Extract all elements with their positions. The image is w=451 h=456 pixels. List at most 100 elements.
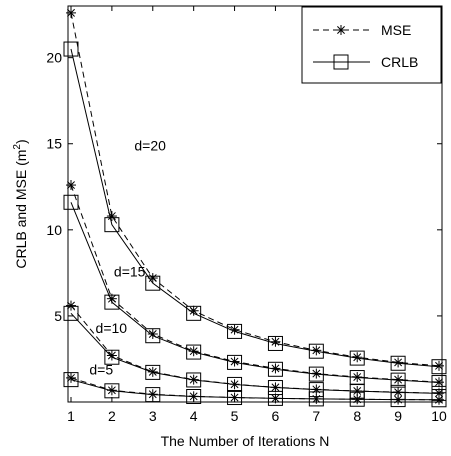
legend: MSE CRLB <box>301 6 442 84</box>
star-marker <box>106 211 117 222</box>
y-axis-label-superscript: 2 <box>12 144 23 150</box>
star-marker <box>352 372 363 383</box>
square-marker <box>63 194 79 210</box>
y-tick-label: 5 <box>54 308 62 324</box>
star-marker-stroke <box>67 373 75 382</box>
series-crlb-d20 <box>63 41 447 375</box>
y-axis-label-close: ) <box>13 139 29 144</box>
star-marker-stroke <box>107 294 116 303</box>
series-line <box>70 379 440 401</box>
square-marker <box>104 217 120 233</box>
series-mse-d15 <box>66 180 444 388</box>
square-marker <box>431 392 447 408</box>
legend-mse-marker <box>336 25 346 35</box>
square-marker <box>308 366 324 382</box>
x-tick-label: 1 <box>67 408 75 424</box>
star-marker <box>66 180 76 191</box>
star-marker-stroke <box>107 212 116 221</box>
square-marker <box>390 355 406 371</box>
ticks-layer: 1 2 3 4 5 6 7 8 9 10 5 10 15 20 <box>46 6 447 424</box>
annotation-d20: d=20 <box>134 138 166 154</box>
square-marker <box>308 343 324 359</box>
square-marker <box>349 350 365 366</box>
star-marker <box>188 346 199 357</box>
annotations-layer: d=20 d=15 d=10 d=5 <box>89 138 166 378</box>
square-marker <box>431 359 447 375</box>
x-tick-label: 3 <box>149 408 157 424</box>
square-marker <box>308 391 324 407</box>
star-marker-stroke <box>230 325 239 334</box>
square-marker <box>63 372 79 388</box>
star-marker-stroke <box>189 306 198 315</box>
square-marker <box>104 349 120 365</box>
y-axis-label: CRLB and MSE (m2) <box>12 139 29 268</box>
square-marker <box>267 361 283 377</box>
series-line <box>70 202 440 384</box>
star-marker-stroke <box>148 330 157 338</box>
star-marker-stroke <box>353 353 362 362</box>
series-line <box>70 48 440 368</box>
star-marker-stroke <box>67 181 75 190</box>
series-mse-d20 <box>66 7 444 371</box>
square-marker <box>186 344 202 360</box>
star-marker <box>66 372 76 383</box>
series-line <box>70 184 440 383</box>
annotation-d15: d=15 <box>114 263 146 279</box>
star-marker-stroke <box>312 346 321 355</box>
y-tick-label: 20 <box>46 50 62 66</box>
star-marker-stroke <box>230 357 239 366</box>
star-marker-stroke <box>394 375 403 384</box>
square-marker <box>267 335 283 351</box>
star-marker-stroke <box>394 358 403 367</box>
y-tick-label: 15 <box>46 136 62 152</box>
square-marker <box>390 392 406 408</box>
square-marker <box>63 305 79 321</box>
square-marker <box>227 390 243 406</box>
x-tick-label: 5 <box>231 408 239 424</box>
series-layer <box>63 7 447 408</box>
annotation-d5: d=5 <box>89 361 113 377</box>
square-marker <box>145 328 161 344</box>
square-marker <box>349 391 365 407</box>
star-marker-stroke <box>271 337 280 346</box>
y-tick-label: 10 <box>46 222 62 238</box>
square-marker <box>227 354 243 370</box>
legend-box <box>301 6 442 84</box>
legend-star-marker <box>336 25 346 35</box>
square-marker <box>267 390 283 406</box>
x-tick-label: 8 <box>353 408 361 424</box>
annotation-d10: d=10 <box>96 320 128 336</box>
star-marker <box>393 374 404 385</box>
square-marker <box>186 305 202 321</box>
series-line <box>70 12 440 367</box>
star-marker-stroke <box>435 361 443 370</box>
square-marker <box>63 41 79 57</box>
x-tick-label: 2 <box>108 408 116 424</box>
legend-crlb-marker <box>333 54 349 70</box>
star-marker <box>66 300 76 311</box>
square-marker <box>145 275 161 291</box>
star-marker-stroke <box>107 351 116 360</box>
star-marker-stroke <box>312 369 321 378</box>
star-marker-stroke <box>67 301 75 310</box>
x-tick-label: 9 <box>394 408 402 424</box>
legend-star-marker-stroke <box>337 26 345 34</box>
star-marker-stroke <box>189 347 198 356</box>
x-axis-label: The Number of Iterations N <box>161 433 330 449</box>
square-marker <box>145 364 161 380</box>
legend-crlb-label: CRLB <box>381 54 418 70</box>
square-marker <box>227 376 243 392</box>
star-marker <box>106 350 117 361</box>
square-marker <box>390 372 406 388</box>
star-marker <box>229 356 240 367</box>
star-marker <box>434 360 444 371</box>
star-marker <box>270 363 281 374</box>
star-marker-stroke <box>67 8 75 17</box>
star-marker-stroke <box>353 373 362 381</box>
square-marker <box>186 372 202 388</box>
star-marker-stroke <box>271 364 280 373</box>
x-tick-label: 7 <box>312 408 320 424</box>
star-marker <box>270 336 281 347</box>
legend-square-marker <box>333 54 349 70</box>
legend-mse-label: MSE <box>381 22 411 38</box>
